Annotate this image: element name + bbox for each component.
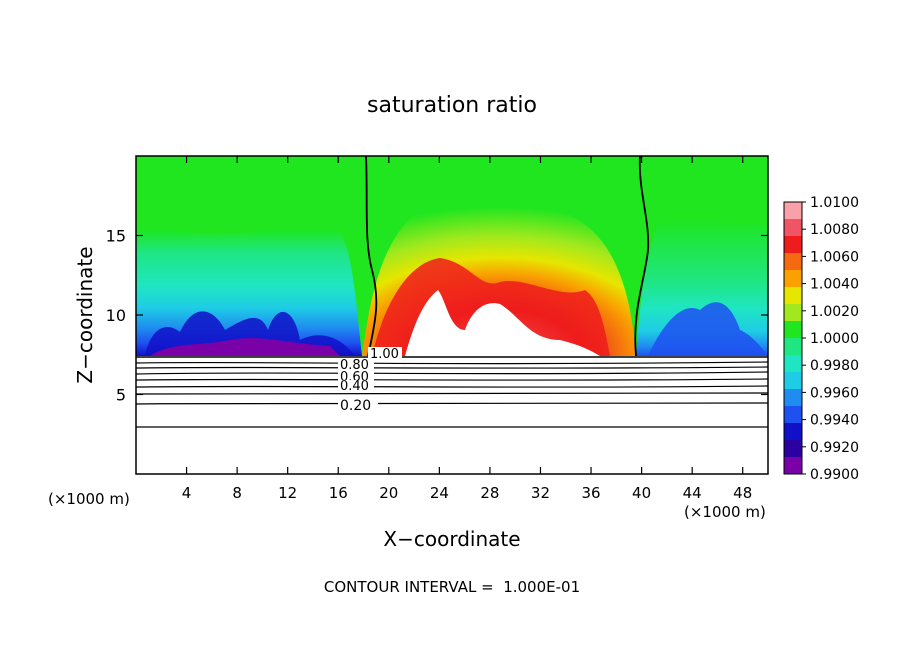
colorbar-tick-label: 1.0080	[810, 222, 859, 238]
x-tick-label: 40	[632, 484, 651, 502]
lower-domain	[136, 356, 768, 474]
y-tick-label: 10	[106, 306, 126, 325]
colorbar-swatch	[784, 338, 802, 356]
contour-line-0.10	[136, 426, 768, 428]
x-tick-label: 28	[480, 484, 499, 502]
contour-label-0.20: 0.20	[340, 398, 371, 414]
contour-label-1.00: 1.00	[370, 347, 399, 362]
x-unit-label: (×1000 m)	[48, 490, 130, 508]
colorbar-tick-label: 0.9940	[810, 413, 859, 429]
contour-line-1.00-right	[634, 156, 650, 357]
x-tick-label: 4	[182, 484, 192, 502]
colorbar: 1.0100 1.0080 1.0060 1.0040 1.0020 1.0000 0.99…	[783, 195, 859, 483]
colorbar-swatch	[784, 270, 802, 288]
left-purple-fringe	[150, 338, 340, 356]
x-tick-label: 44	[683, 484, 702, 502]
contour-interval-note: CONTOUR INTERVAL = 1.000E-01	[324, 578, 580, 596]
x-tick-label: 24	[430, 484, 449, 502]
x-tick-label: 32	[531, 484, 550, 502]
colorbar-swatch	[784, 457, 802, 475]
contour-label-0.80: 0.80	[340, 358, 369, 373]
contour-line-0.30	[136, 392, 768, 395]
colorbar-swatch	[784, 440, 802, 458]
colorbar-tick-label: 0.9900	[810, 467, 859, 483]
colorbar-swatch	[784, 236, 802, 254]
contour-line-0.20	[136, 402, 768, 405]
colorbar-tick-label: 1.0060	[810, 249, 859, 265]
colorbar-swatch	[784, 287, 802, 305]
right-deep-blue-band	[648, 302, 768, 356]
colorbar-swatch	[784, 253, 802, 271]
contour-line-0.70	[136, 366, 768, 369]
colorbar-swatch	[784, 389, 802, 407]
colorbar-tick-label: 0.9980	[810, 358, 859, 374]
x-tick-label: 36	[581, 484, 600, 502]
x-tick-label: 8	[232, 484, 242, 502]
colorbar-swatch	[784, 321, 802, 339]
colorbar-swatch	[784, 423, 802, 441]
colorbar-swatch	[784, 372, 802, 390]
y-axis-label: Z−coordinate	[73, 246, 97, 383]
colorbar-tick-label: 0.9920	[810, 440, 859, 456]
colorbar-tick-label: 1.0000	[810, 331, 859, 347]
y-tick-label: 15	[106, 227, 126, 246]
x-tick-label: 48	[733, 484, 752, 502]
contour-line-0.60	[136, 371, 768, 375]
contour-label-0.40: 0.40	[340, 379, 369, 394]
colorbar-tick-label: 0.9960	[810, 385, 859, 401]
colorbar-swatch	[784, 355, 802, 373]
y-axis-ticks: 5 10 15	[106, 227, 768, 405]
x-tick-label: 16	[329, 484, 348, 502]
contour-line-0.40	[136, 385, 768, 388]
colorbar-swatch	[784, 406, 802, 424]
colorbar-tick-label: 1.0100	[810, 195, 859, 211]
colorbar-swatch	[784, 202, 802, 220]
x-unit-label-right: (×1000 m)	[684, 503, 766, 521]
colorbar-tick-label: 1.0020	[810, 304, 859, 320]
contour-line-0.50	[136, 378, 768, 381]
colorbar-swatch	[784, 304, 802, 322]
x-axis-ticks: 4 8 12 16 20 24 28 32 36 40 44 48	[182, 156, 752, 502]
x-tick-label: 20	[379, 484, 398, 502]
contour-line-1.00	[136, 356, 768, 358]
central-white-core	[405, 290, 600, 356]
x-tick-label: 12	[278, 484, 297, 502]
colorbar-swatch	[784, 219, 802, 237]
x-axis-label: X−coordinate	[383, 527, 520, 551]
contour-line-1.00-left	[365, 156, 378, 357]
chart-title: saturation ratio	[367, 93, 537, 118]
y-tick-label: 5	[116, 386, 126, 405]
plot-area: 1.00 0.80 0.60 0.40 0.20	[136, 156, 768, 474]
colorbar-tick-label: 1.0040	[810, 277, 859, 293]
